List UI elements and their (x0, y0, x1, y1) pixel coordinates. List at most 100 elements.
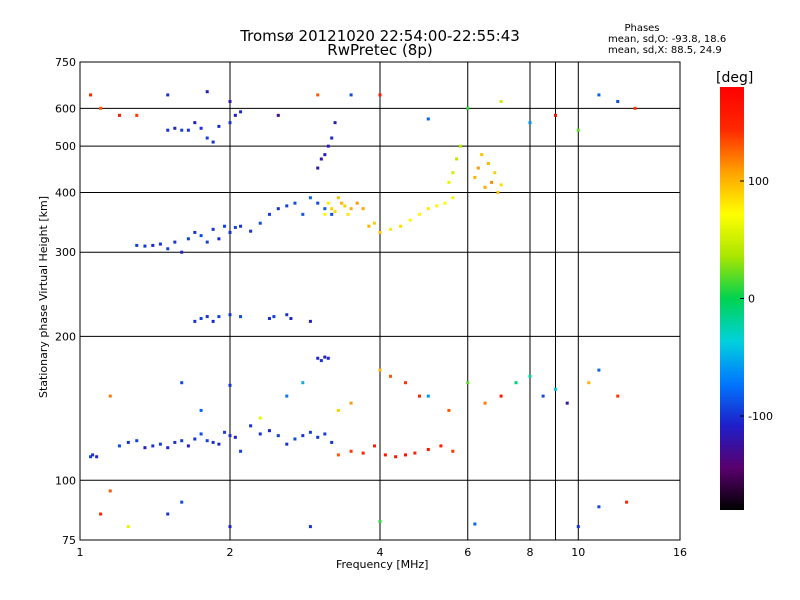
data-point (336, 408, 340, 412)
data-point (199, 432, 203, 436)
x-tick-label: 1 (77, 546, 84, 559)
data-point (458, 144, 462, 148)
data-point (499, 183, 503, 187)
data-point (336, 453, 340, 457)
data-point (285, 442, 289, 446)
data-point (316, 435, 320, 439)
data-point (239, 449, 243, 453)
data-point (349, 401, 353, 405)
data-point (166, 128, 170, 132)
data-point (193, 230, 197, 234)
data-point (378, 230, 382, 234)
data-point (330, 136, 334, 140)
data-point (239, 315, 243, 319)
y-tick-label: 600 (55, 102, 76, 115)
data-point (553, 387, 557, 391)
data-point (228, 434, 232, 438)
data-point (158, 242, 162, 246)
data-point (343, 204, 347, 208)
data-point (616, 394, 620, 398)
y-axis-ticks: 75 100 200 300 400 500 600 750 (55, 56, 76, 547)
data-point (383, 453, 387, 457)
data-point (349, 93, 353, 97)
data-point (276, 434, 280, 438)
data-point (426, 447, 430, 451)
data-point (217, 124, 221, 128)
data-point (316, 93, 320, 97)
data-point (408, 218, 412, 222)
data-point (597, 368, 601, 372)
data-point (587, 381, 591, 385)
data-point (180, 381, 184, 385)
data-point (528, 374, 532, 378)
data-point (211, 440, 215, 444)
data-point (239, 224, 243, 228)
data-point (597, 93, 601, 97)
data-point (135, 113, 139, 117)
data-point (166, 247, 170, 251)
data-point (180, 250, 184, 254)
data-point (135, 243, 139, 247)
data-point (493, 171, 497, 175)
data-point (285, 204, 289, 208)
data-point (267, 212, 271, 216)
data-point (89, 93, 93, 97)
data-point (455, 157, 459, 161)
data-point (211, 140, 215, 144)
data-point (473, 175, 477, 179)
data-point (326, 356, 330, 360)
data-point (293, 437, 297, 441)
data-point (451, 196, 455, 200)
data-point (258, 432, 262, 436)
data-point (173, 440, 177, 444)
data-point (394, 455, 398, 459)
x-axis-label: Frequency [MHz] (336, 558, 429, 571)
data-point (435, 204, 439, 208)
data-point (443, 201, 447, 205)
data-point (205, 439, 209, 443)
data-point (361, 451, 365, 455)
data-point (301, 381, 305, 385)
data-point (308, 525, 312, 529)
data-point (486, 161, 490, 165)
data-point (186, 444, 190, 448)
data-point (285, 313, 289, 317)
data-point (349, 449, 353, 453)
data-point (249, 424, 253, 428)
grid-lines (80, 62, 680, 540)
data-point (166, 446, 170, 450)
data-point (217, 315, 221, 319)
colorbar-tick-label: 100 (748, 175, 769, 188)
x-tick-label: 6 (464, 546, 471, 559)
data-point (272, 315, 276, 319)
data-point (466, 381, 470, 385)
data-point (308, 196, 312, 200)
data-point (319, 157, 323, 161)
data-point (199, 316, 203, 320)
data-point (143, 244, 147, 248)
x-tick-label: 4 (377, 546, 384, 559)
data-point (633, 106, 637, 110)
data-point (403, 381, 407, 385)
data-point (323, 212, 327, 216)
data-point (473, 522, 477, 526)
data-point (135, 439, 139, 443)
data-point (378, 93, 382, 97)
colorbar-tick-label: -100 (748, 410, 773, 423)
y-tick-label: 100 (55, 474, 76, 487)
data-point (323, 355, 327, 359)
data-point (480, 153, 484, 157)
data-point (117, 113, 121, 117)
data-point (151, 243, 155, 247)
data-point (151, 444, 155, 448)
data-point (447, 408, 451, 412)
data-point (233, 225, 237, 229)
data-point (439, 444, 443, 448)
data-point (233, 113, 237, 117)
chart-title: Tromsø 20121020 22:54:00-22:55:43 (240, 27, 520, 45)
data-point (143, 446, 147, 450)
data-point (217, 442, 221, 446)
y-tick-label: 500 (55, 140, 76, 153)
data-point (228, 121, 232, 125)
